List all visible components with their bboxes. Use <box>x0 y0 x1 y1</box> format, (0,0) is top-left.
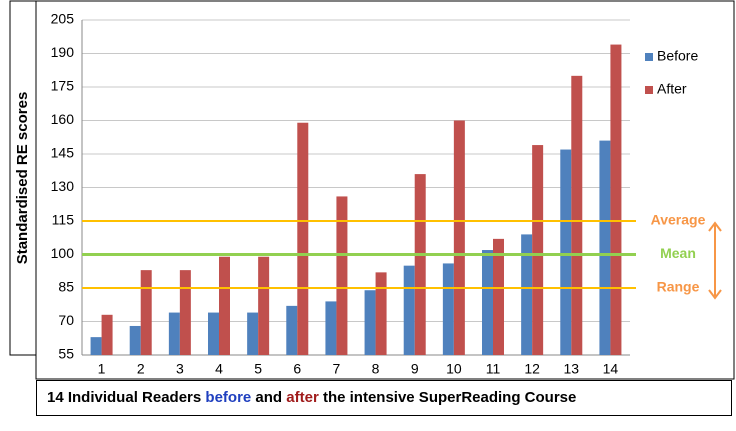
bar <box>442 263 454 355</box>
x-tick-label: 2 <box>137 361 145 377</box>
bar <box>247 312 259 355</box>
x-tick-label: 4 <box>215 361 223 377</box>
bar <box>179 270 191 355</box>
x-tick-label: 6 <box>293 361 301 377</box>
x-tick-label: 1 <box>98 361 106 377</box>
bar <box>336 196 348 355</box>
legend-swatch <box>645 86 653 94</box>
arrow-head <box>708 221 722 232</box>
x-tick-label: 10 <box>446 361 462 377</box>
y-tick-label: 190 <box>51 44 75 60</box>
bar <box>101 314 113 355</box>
x-tick-label: 7 <box>333 361 341 377</box>
bar <box>208 312 219 355</box>
bar <box>453 120 465 355</box>
caption-part: and <box>251 389 287 406</box>
reference-label: Mean <box>660 245 696 261</box>
bar <box>129 325 141 355</box>
caption: 14 Individual Readers before and after t… <box>36 380 732 416</box>
bar <box>286 305 298 355</box>
x-tick-label: 13 <box>563 361 579 377</box>
y-tick-label: 145 <box>51 145 75 161</box>
bar <box>403 265 415 355</box>
y-tick-label: 55 <box>58 346 74 362</box>
caption-part: after <box>286 389 319 406</box>
bar <box>599 140 611 355</box>
y-axis-label: Standardised RE scores <box>14 92 31 265</box>
y-tick-label: 115 <box>52 212 75 228</box>
y-tick-label: 175 <box>51 78 75 94</box>
y-tick-label: 85 <box>58 279 74 295</box>
bar <box>140 270 152 355</box>
caption-part: the intensive SuperReading Course <box>318 389 577 406</box>
y-tick-label: 70 <box>58 312 74 328</box>
x-tick-label: 3 <box>176 361 184 377</box>
bar <box>482 250 493 355</box>
bar <box>258 256 270 355</box>
bar <box>219 256 230 355</box>
bar <box>521 234 533 355</box>
x-tick-label: 8 <box>372 361 380 377</box>
legend-label: After <box>657 81 687 97</box>
bar <box>375 272 387 355</box>
x-tick-label: 11 <box>486 361 501 377</box>
range-arrow <box>708 221 722 300</box>
y-tick-label: 160 <box>51 111 75 127</box>
bar <box>610 44 622 356</box>
legend-swatch <box>645 53 653 61</box>
bar <box>364 290 376 355</box>
x-tick-label: 9 <box>411 361 419 377</box>
bar <box>90 337 102 355</box>
reference-label: Range <box>657 279 700 295</box>
bar <box>560 149 572 355</box>
arrow-head <box>708 289 722 300</box>
bar <box>325 301 337 355</box>
x-tick-label: 12 <box>524 361 540 377</box>
y-tick-label: 130 <box>51 178 75 194</box>
x-tick-label: 14 <box>603 361 619 377</box>
legend-label: Before <box>657 48 698 64</box>
bar <box>414 174 426 355</box>
y-tick-label: 205 <box>51 11 75 27</box>
bar <box>297 122 309 355</box>
y-label-frame <box>9 0 37 356</box>
caption-part: before <box>205 389 252 406</box>
y-tick-label: 100 <box>51 245 75 261</box>
reference-label: Average <box>651 212 706 228</box>
x-tick-label: 5 <box>254 361 262 377</box>
bar <box>168 312 180 355</box>
bar <box>532 145 544 355</box>
caption-part: 14 Individual Readers <box>47 389 206 406</box>
bar <box>571 75 583 355</box>
bar <box>493 238 504 355</box>
